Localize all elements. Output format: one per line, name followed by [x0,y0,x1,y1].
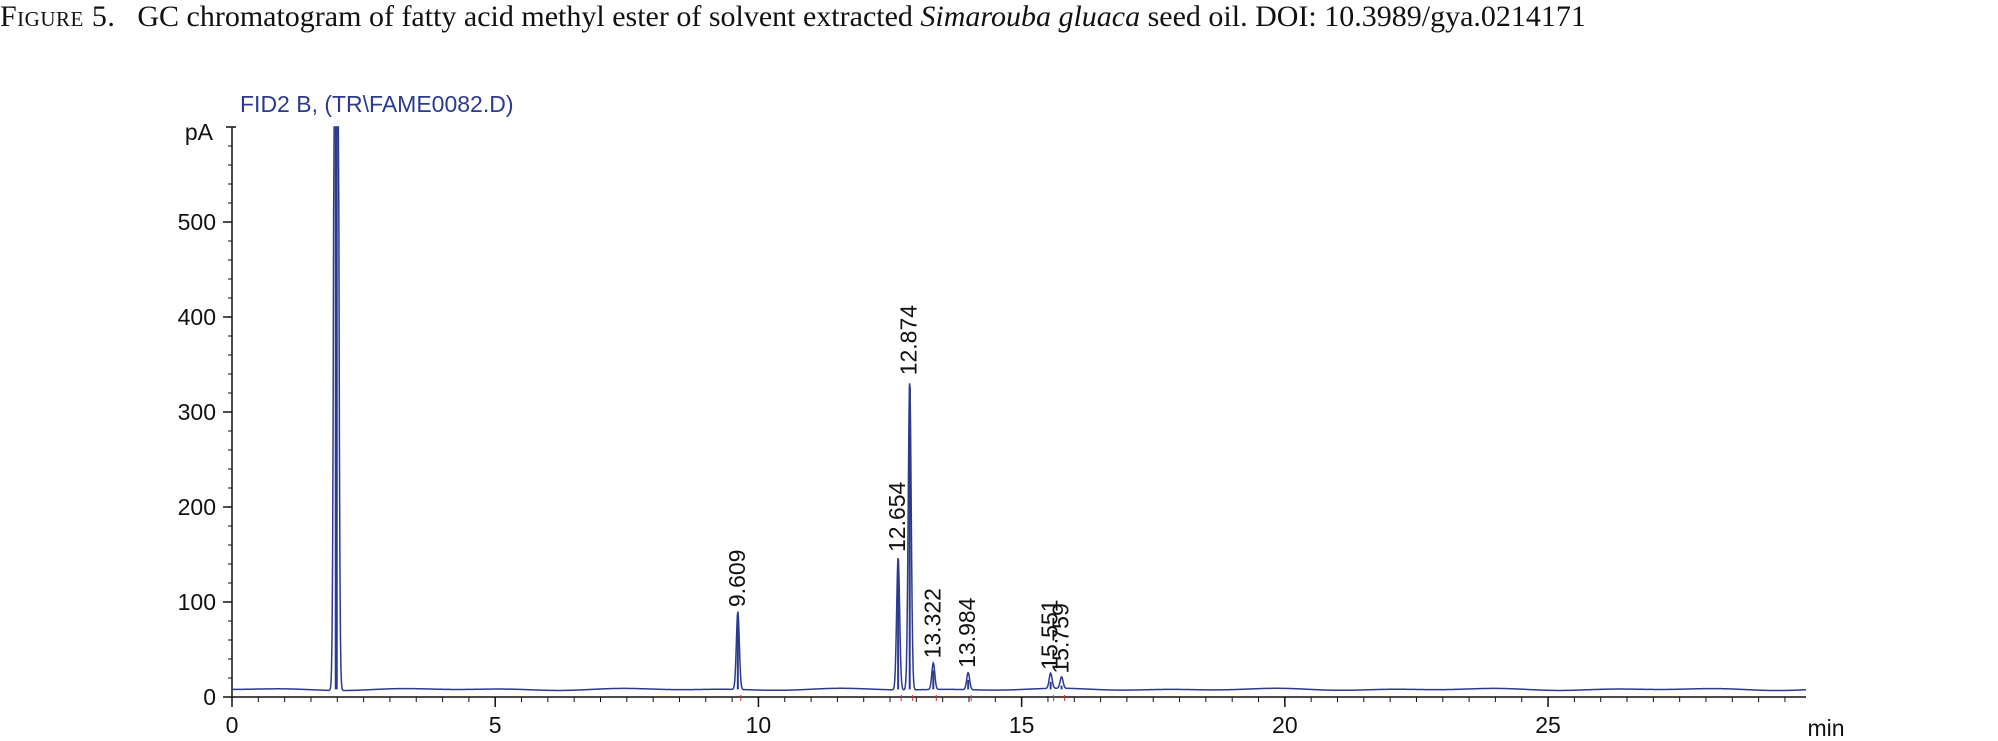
caption-text-end: seed oil. DOI: 10.3989/gya.0214171 [1140,0,1586,33]
axes: 0 100 200 300 400 500 0 5 10 15 20 25 [178,126,1806,738]
y-tick-label: 400 [178,304,216,330]
y-tick-label: 300 [178,399,216,425]
figure-caption: Figure 5. GC chromatogram of fatty acid m… [0,0,1998,40]
peak-labels: 9.609 12.654 12.874 13.322 13.984 15.55115.75… [724,305,1074,674]
peak-label: 13.322 [919,588,945,658]
peak-label: 15.551 [1037,599,1063,669]
x-tick-label: 20 [1272,712,1298,738]
x-tick-label: 25 [1535,712,1561,738]
peak-label: 9.609 [724,550,750,608]
caption-text: GC chromatogram of fatty acid methyl est… [137,0,921,33]
chromatogram-trace [232,126,1807,701]
x-tick-label: 0 [226,712,239,738]
peak-label: 15.759 [1048,603,1074,673]
y-tick-label: 500 [178,209,216,235]
figure-label: Figure 5. [0,0,116,33]
x-axis-unit: min [1807,715,1844,741]
y-tick-label: 200 [178,494,216,520]
x-tick-label: 10 [746,712,772,738]
x-tick-label: 15 [1009,712,1035,738]
peak-label: 12.654 [884,481,910,552]
x-tick-label: 5 [489,712,502,738]
y-axis-unit: pA [185,119,214,145]
peak-label: 12.874 [896,305,922,376]
chromatogram-line [232,126,1807,692]
y-tick-label: 100 [178,589,216,615]
signal-label: FID2 B, (TR\FAME0082.D) [240,91,514,117]
y-tick-label: 0 [203,684,216,710]
peak-label: 13.984 [954,597,980,668]
caption-species: Simarouba gluaca [920,0,1141,33]
